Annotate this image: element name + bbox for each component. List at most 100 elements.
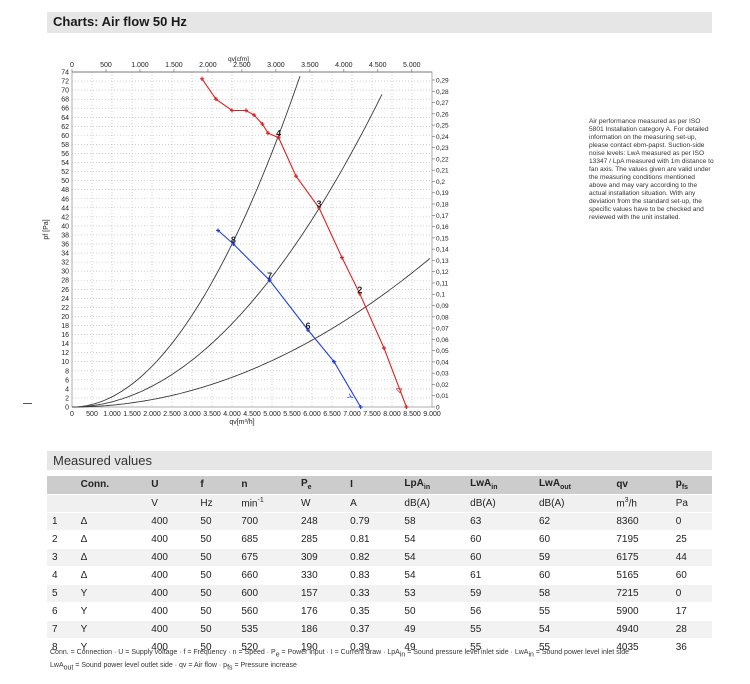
table-cell: 50 — [195, 566, 237, 585]
table-cell: 54 — [533, 620, 612, 639]
operating-point-label: 8 — [231, 235, 236, 245]
table-row: 5 Y 400 50 600 157 0.33 53 59 58 7215 0 — [47, 584, 712, 603]
table-row: 8 Y 400 50 520 190 0.39 49 55 55 4035 36 — [47, 638, 712, 657]
x-tick-label: 1.000 — [103, 411, 121, 418]
unit-cell: dB(A) — [533, 494, 612, 513]
y-tick-label: 18 — [61, 323, 69, 330]
x-tick-label: 7.500 — [363, 411, 381, 418]
table-cell: 50 — [195, 620, 237, 639]
right-tick-label: 0,22 — [436, 156, 449, 163]
table-cell: Δ — [75, 512, 147, 531]
operating-point-label: 6 — [305, 321, 310, 331]
table-cell: 49 — [399, 638, 466, 657]
right-tick-label: 0,28 — [436, 89, 449, 96]
table-cell: 400 — [146, 620, 196, 639]
top-tick-label: 500 — [100, 62, 112, 69]
table-cell: 50 — [399, 602, 466, 621]
system-curve — [72, 257, 431, 408]
y-tick-label: 24 — [61, 296, 69, 303]
right-tick-label: 0,17 — [436, 213, 449, 220]
unit-cell: Pa — [670, 494, 712, 513]
table-cell: 560 — [236, 602, 296, 621]
table-cell: 55 — [465, 620, 534, 639]
plot-area — [71, 71, 433, 408]
system-curve — [72, 94, 383, 408]
table-cell: Δ — [75, 530, 147, 549]
y-tick-label: 8 — [65, 368, 69, 375]
unit-cell: Hz — [195, 494, 237, 513]
table-cell: 400 — [146, 512, 196, 531]
top-tick-label: 2.500 — [233, 62, 251, 69]
column-header: LwAout — [533, 476, 612, 495]
series-point — [214, 97, 218, 102]
series-point — [358, 405, 363, 409]
table-cell: 55 — [533, 602, 612, 621]
table-row: 6 Y 400 50 560 176 0.35 50 56 55 5900 17 — [47, 602, 712, 621]
table-cell: Δ — [75, 566, 147, 585]
table-cell: 50 — [195, 638, 237, 657]
x-tick-label: 2.000 — [143, 411, 161, 418]
y-tick-label: 0 — [65, 405, 69, 412]
right-tick-label: 0,18 — [436, 202, 449, 209]
table-cell: 0.82 — [345, 548, 400, 567]
table-cell: Y — [75, 638, 147, 657]
series-point — [231, 242, 236, 247]
y-tick-label: 6 — [65, 377, 69, 384]
y-tick-label: 14 — [61, 341, 69, 348]
unit-cell: W — [295, 494, 346, 513]
top-tick-label: 1.000 — [131, 62, 149, 69]
table-cell: 309 — [295, 548, 346, 567]
right-tick-label: 0,03 — [436, 371, 449, 378]
legend-line-2: LwAout = Sound power level outlet side ·… — [50, 662, 297, 672]
unit-cell: m3/h — [611, 494, 671, 513]
table-cell: 28 — [670, 620, 712, 639]
right-tick-label: 0,13 — [436, 258, 449, 265]
series-point — [216, 228, 220, 233]
y-tick-label: 32 — [61, 260, 69, 267]
y-tick-label: 68 — [61, 97, 69, 104]
y-tick-label: 38 — [61, 232, 69, 239]
table-cell: 0.79 — [345, 512, 400, 531]
table-cell: Δ — [75, 548, 147, 567]
right-tick-label: 0,16 — [436, 224, 449, 231]
y-tick-label: 10 — [61, 359, 69, 366]
right-tick-label: 0,14 — [436, 247, 449, 254]
table-cell: 54 — [399, 566, 466, 585]
series-point — [317, 205, 321, 210]
table-row: 7 Y 400 50 535 186 0.37 49 55 54 4940 28 — [47, 620, 712, 639]
table-cell: 0.81 — [345, 530, 400, 549]
table-cell: 248 — [295, 512, 346, 531]
top-tick-label: 4.500 — [369, 62, 387, 69]
measurement-note: Air performance measured as per ISO 5801… — [589, 118, 714, 221]
table-cell: 675 — [236, 548, 296, 567]
top-tick-label: 4.000 — [335, 62, 353, 69]
table-cell: 0.39 — [345, 638, 400, 657]
top-tick-label: 5.000 — [403, 62, 421, 69]
series-point — [276, 135, 281, 140]
table-cell: 49 — [399, 620, 466, 639]
table-cell: 330 — [295, 566, 346, 585]
right-tick-label: 0,19 — [436, 190, 449, 197]
table-cell: 0.35 — [345, 602, 400, 621]
table-cell: 4940 — [611, 620, 671, 639]
series-point — [260, 122, 265, 127]
table-cell: 157 — [295, 584, 346, 603]
series-point — [382, 346, 386, 351]
operating-point-label: 3 — [316, 199, 321, 209]
series-label: Δ — [394, 385, 405, 394]
series-point — [294, 174, 298, 179]
table-cell: 50 — [195, 530, 237, 549]
column-header — [47, 476, 76, 495]
table-cell: 50 — [195, 548, 237, 567]
y-tick-label: 30 — [61, 269, 69, 276]
table-cell: 8 — [47, 638, 76, 657]
column-header: Conn. — [75, 476, 147, 495]
column-header: LpAin — [399, 476, 466, 495]
y-tick-label: 20 — [61, 314, 69, 321]
table-row: 2 Δ 400 50 685 285 0.81 54 60 60 7195 25 — [47, 530, 712, 549]
table-cell: 53 — [399, 584, 466, 603]
column-header: qv — [611, 476, 671, 495]
top-tick-label: 0 — [70, 62, 74, 69]
x-tick-label: 8.500 — [403, 411, 421, 418]
